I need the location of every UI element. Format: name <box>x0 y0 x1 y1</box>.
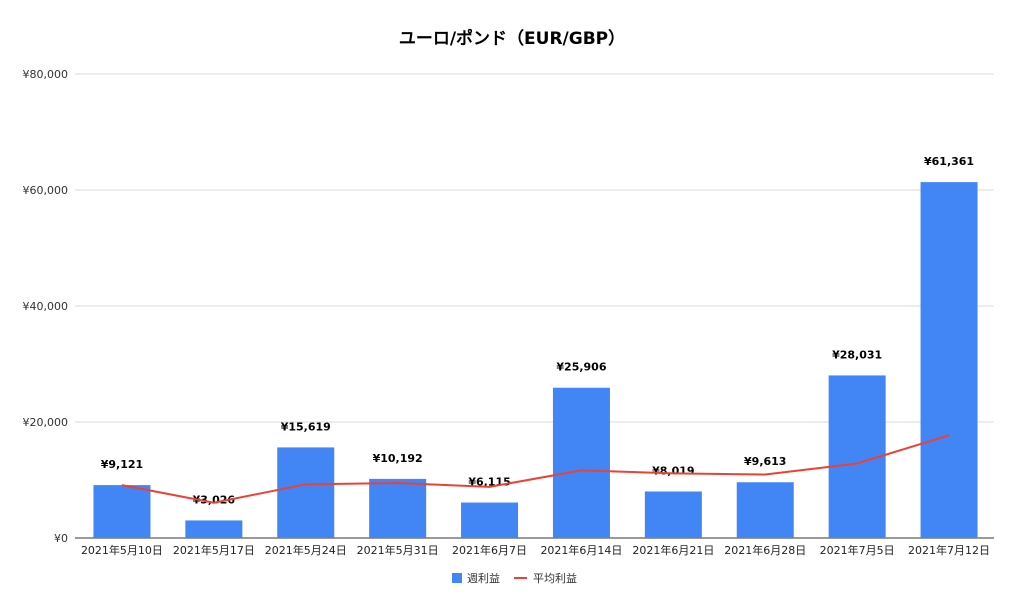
data-label: ¥25,906 <box>556 361 606 374</box>
y-axis-tick-labels: ¥0 ¥20,000 ¥40,000 ¥60,000 ¥80,000 <box>23 68 69 545</box>
x-tick-label: 2021年6月28日 <box>724 543 806 557</box>
legend-label-weekly-profit: 週利益 <box>467 571 500 585</box>
x-tick-label: 2021年6月14日 <box>540 543 622 557</box>
bar <box>920 182 978 538</box>
x-tick-label: 2021年6月21日 <box>632 543 714 557</box>
x-tick-label: 2021年5月10日 <box>81 543 163 557</box>
data-label: ¥9,121 <box>101 458 143 471</box>
legend: 週利益 平均利益 <box>452 571 577 585</box>
y-tick-label: ¥0 <box>54 532 68 545</box>
data-label: ¥28,031 <box>832 348 882 361</box>
x-tick-label: 2021年5月31日 <box>357 543 439 557</box>
x-tick-label: 2021年7月12日 <box>908 543 990 557</box>
data-label: ¥61,361 <box>924 155 974 168</box>
bar <box>461 502 519 538</box>
data-label: ¥8,019 <box>652 464 694 477</box>
chart-title: ユーロ/ポンド（EUR/GBP） <box>399 28 625 49</box>
data-label: ¥10,192 <box>373 452 423 465</box>
data-labels: ¥9,121¥3,026¥15,619¥10,192¥6,115¥25,906¥… <box>101 155 974 506</box>
bar <box>369 478 427 538</box>
legend-swatch-weekly-profit <box>452 573 462 583</box>
y-tick-label: ¥80,000 <box>23 68 69 81</box>
line-series <box>121 434 950 504</box>
data-label: ¥3,026 <box>193 493 236 506</box>
y-tick-label: ¥60,000 <box>23 184 69 197</box>
bar <box>277 447 335 538</box>
x-axis-tick-labels: 2021年5月10日 2021年5月17日 2021年5月24日 2021年5月31日… <box>81 543 990 557</box>
legend-label-average-profit: 平均利益 <box>533 571 577 585</box>
x-tick-label: 2021年7月5日 <box>820 543 895 557</box>
data-label: ¥15,619 <box>281 420 331 433</box>
bar <box>185 520 243 538</box>
x-tick-label: 2021年5月24日 <box>265 543 347 557</box>
average-profit-line <box>121 434 950 504</box>
bar <box>93 485 151 538</box>
x-tick-label: 2021年6月7日 <box>452 543 527 557</box>
bar <box>736 482 794 538</box>
bar <box>644 491 702 538</box>
y-tick-label: ¥40,000 <box>23 300 69 313</box>
x-tick-label: 2021年5月17日 <box>173 543 255 557</box>
y-tick-label: ¥20,000 <box>23 416 69 429</box>
bar <box>552 387 610 538</box>
data-label: ¥9,613 <box>744 455 786 468</box>
